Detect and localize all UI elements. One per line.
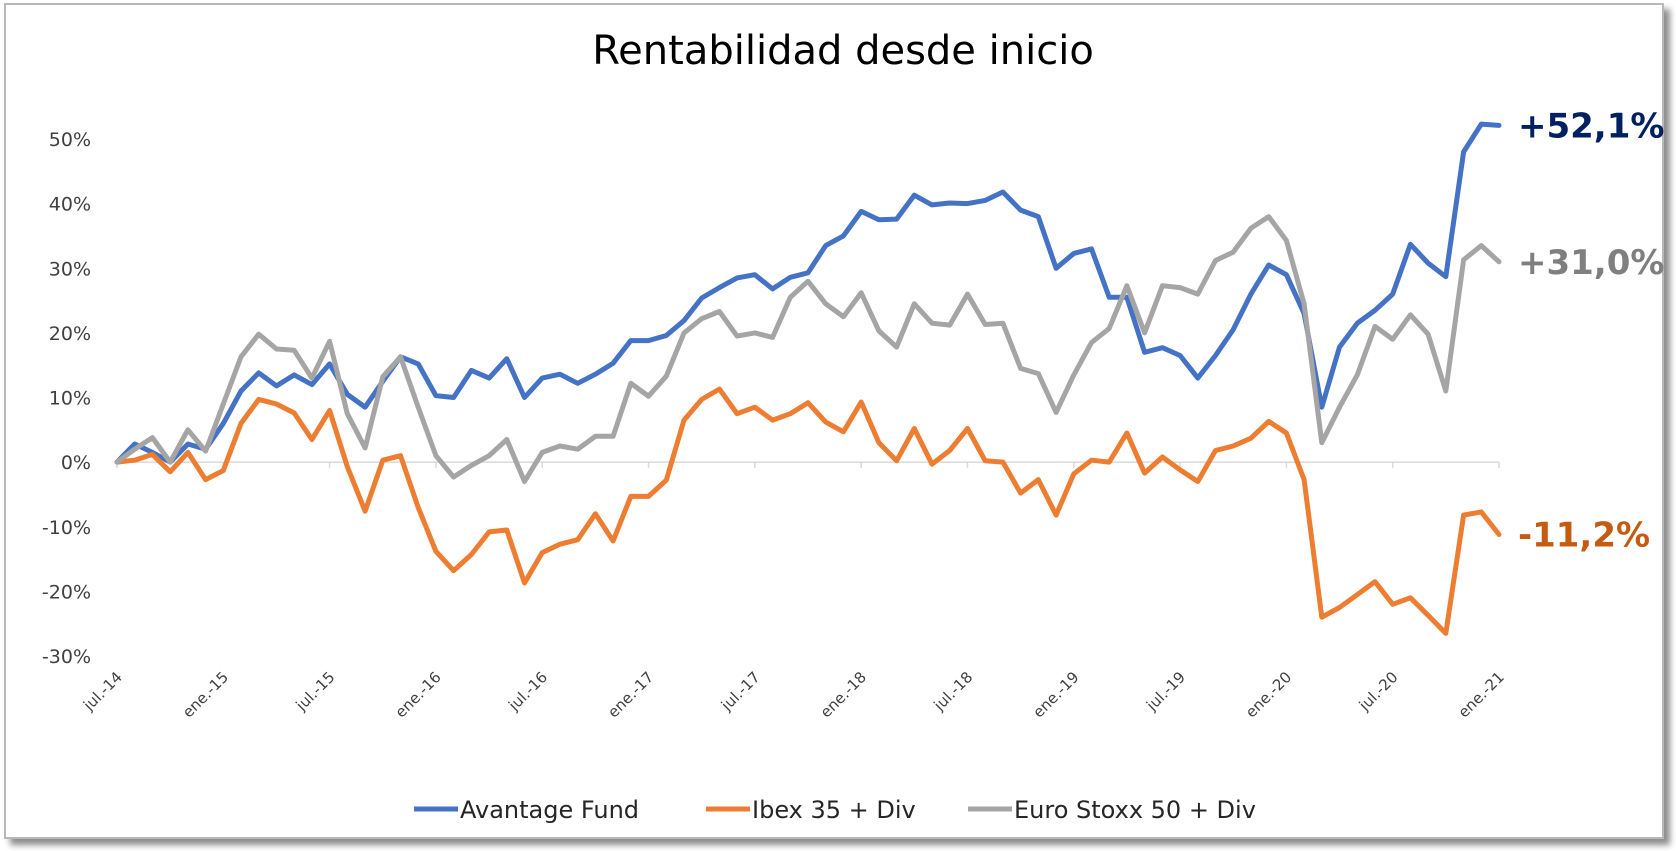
x-tick-label: ene.-16 bbox=[392, 668, 445, 721]
x-tick-label: jul.-20 bbox=[1355, 668, 1402, 715]
x-tick-label: ene.-15 bbox=[179, 668, 232, 721]
y-tick-label: -30% bbox=[42, 646, 91, 668]
series-line-1 bbox=[114, 121, 1502, 465]
x-tick-label: ene.-19 bbox=[1029, 668, 1082, 721]
x-tick-label: jul.-18 bbox=[930, 668, 977, 715]
legend: Avantage Fund Ibex 35 + Div Euro Stoxx 50 … bbox=[414, 796, 1256, 824]
end-value-label-1: +52,1% bbox=[1518, 106, 1664, 146]
legend-label: Euro Stoxx 50 + Div bbox=[1014, 796, 1256, 824]
series-layer bbox=[114, 121, 1502, 636]
y-tick-label: 20% bbox=[49, 323, 91, 345]
y-tick-label: 10% bbox=[49, 388, 91, 410]
x-tick-label: ene.-18 bbox=[817, 668, 870, 721]
x-tick-label: jul.-17 bbox=[717, 668, 764, 715]
x-tick-label: jul.-15 bbox=[292, 668, 339, 715]
x-tick-label: ene.-20 bbox=[1242, 668, 1295, 721]
chart-title: Rentabilidad desde inicio bbox=[592, 28, 1094, 74]
y-tick-label: 40% bbox=[49, 194, 91, 216]
end-label-layer: +52,1% -11,2% +31,0% bbox=[1518, 106, 1664, 555]
y-tick-label: 30% bbox=[49, 258, 91, 280]
end-value-label-2: -11,2% bbox=[1518, 516, 1650, 556]
series-line-3 bbox=[114, 214, 1502, 484]
x-tick-label: jul.-19 bbox=[1142, 668, 1189, 715]
x-tick-label: jul.-14 bbox=[79, 668, 126, 715]
axis-layer: jul.-14 ene.-15 jul.-15 ene.-16 jul.-16 ene.-… bbox=[42, 129, 1508, 721]
x-tick-label: jul.-16 bbox=[504, 668, 551, 715]
x-tick-label: ene.-21 bbox=[1455, 668, 1508, 721]
legend-label: Avantage Fund bbox=[460, 796, 639, 824]
x-tick-label: ene.-17 bbox=[604, 668, 657, 721]
chart-frame bbox=[4, 3, 1664, 839]
y-tick-label: 50% bbox=[49, 129, 91, 151]
y-tick-label: 0% bbox=[61, 452, 91, 474]
end-value-label-3: +31,0% bbox=[1518, 243, 1664, 283]
y-tick-label: -20% bbox=[42, 581, 91, 603]
y-tick-label: -10% bbox=[42, 517, 91, 539]
series-line-2 bbox=[114, 386, 1502, 636]
legend-label: Ibex 35 + Div bbox=[752, 796, 916, 824]
